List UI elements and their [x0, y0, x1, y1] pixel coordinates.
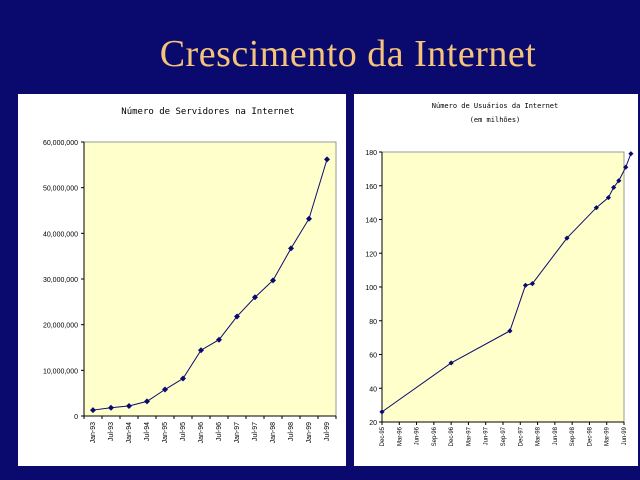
plot-area	[83, 141, 337, 417]
x-tick-label: Mar-97	[466, 426, 472, 446]
data-point	[270, 277, 276, 284]
servers-chart: Número de Servidores na Internet 0 10,000,…	[43, 107, 337, 444]
y-tick-label: 180	[365, 150, 377, 157]
y-tick-label: 160	[365, 184, 377, 191]
chart-subtitle: (em milhões)	[470, 116, 521, 124]
data-point	[252, 294, 258, 301]
x-tick-label: Mar-96	[397, 426, 403, 446]
x-tick-label: Jun-99	[622, 426, 628, 445]
data-point	[507, 328, 513, 334]
x-tick-label: Jan-97	[234, 422, 241, 444]
y-tick-label: 20	[369, 420, 377, 427]
x-tick-label: Mar-99	[605, 426, 611, 446]
data-point	[234, 313, 240, 320]
y-tick-label: 0	[74, 414, 78, 421]
data-point	[90, 407, 96, 414]
slide-title: Crescimento da Internet	[159, 33, 537, 75]
x-tick-label: Jan-94	[126, 422, 133, 444]
y-tick-label: 100	[365, 285, 377, 292]
chart-title: Número de Servidores na Internet	[121, 107, 294, 117]
x-tick-label: Jul-95	[180, 422, 187, 441]
x-tick-label: Jun-97	[484, 426, 490, 445]
users-chart: Número de Usuários da Internet (em milhõe…	[365, 102, 634, 446]
data-point	[162, 386, 168, 393]
x-tick-label: Dec-98	[587, 426, 593, 446]
data-point	[324, 156, 330, 163]
y-tick-label: 10,000,000	[43, 368, 78, 375]
x-tick-label: Sep-96	[432, 426, 438, 446]
x-tick-label: Jul-99	[324, 422, 331, 441]
x-tick-label: Jul-96	[216, 422, 223, 441]
data-point	[623, 164, 629, 170]
chart-title: Número de Usuários da Internet	[432, 102, 558, 110]
data-point	[306, 215, 312, 222]
plot-area	[381, 151, 625, 423]
y-tick-label: 50,000,000	[43, 186, 78, 193]
x-tick-label: Jul-98	[288, 422, 295, 441]
x-tick-label: Jan-99	[306, 422, 313, 444]
x-tick-label: Jun-96	[415, 426, 421, 445]
data-point	[216, 336, 222, 343]
x-tick-label: Jun-98	[553, 426, 559, 445]
x-tick-label: Jan-95	[162, 422, 169, 444]
data-point	[126, 402, 132, 409]
x-tick-label: Dec-96	[449, 426, 455, 446]
series-line	[381, 153, 632, 413]
y-tick-label: 140	[365, 218, 377, 225]
x-tick-label: Jul-97	[252, 422, 259, 441]
x-tick-label: Mar-98	[536, 426, 542, 446]
data-point	[616, 178, 622, 184]
data-point	[611, 184, 617, 191]
y-tick-label: 60,000,000	[43, 140, 78, 147]
x-tick-label: Jan-93	[90, 422, 97, 444]
data-point	[288, 245, 294, 252]
x-tick-label: Jan-96	[198, 422, 205, 444]
x-tick-label: Sep-98	[570, 426, 576, 446]
y-tick-label: 40	[369, 386, 377, 393]
servers-chart-panel: Número de Servidores na Internet 0 10,000,…	[18, 94, 346, 466]
data-point	[108, 404, 114, 411]
data-point	[522, 282, 529, 288]
data-point	[180, 375, 186, 382]
x-tick-label: Dec-97	[518, 426, 524, 446]
y-tick-label: 120	[365, 251, 377, 258]
x-tick-label: Jul-94	[144, 422, 151, 441]
data-point	[628, 151, 634, 157]
series-line	[92, 159, 328, 411]
data-point	[144, 398, 150, 405]
y-tick-label: 20,000,000	[43, 323, 78, 330]
users-chart-panel: Número de Usuários da Internet (em milhõe…	[354, 94, 638, 466]
y-tick-label: 80	[369, 319, 377, 326]
data-point	[529, 281, 535, 287]
y-tick-label: 40,000,000	[43, 231, 78, 238]
x-tick-label: Jul-93	[108, 422, 115, 441]
data-point	[379, 409, 385, 415]
x-tick-label: Dec-95	[380, 426, 386, 446]
x-tick-label: Jan-98	[270, 422, 277, 444]
y-tick-label: 60	[369, 353, 377, 360]
y-tick-label: 30,000,000	[43, 277, 78, 284]
x-tick-label: Sep-97	[501, 426, 507, 446]
data-point	[198, 347, 204, 354]
data-point	[564, 235, 570, 241]
